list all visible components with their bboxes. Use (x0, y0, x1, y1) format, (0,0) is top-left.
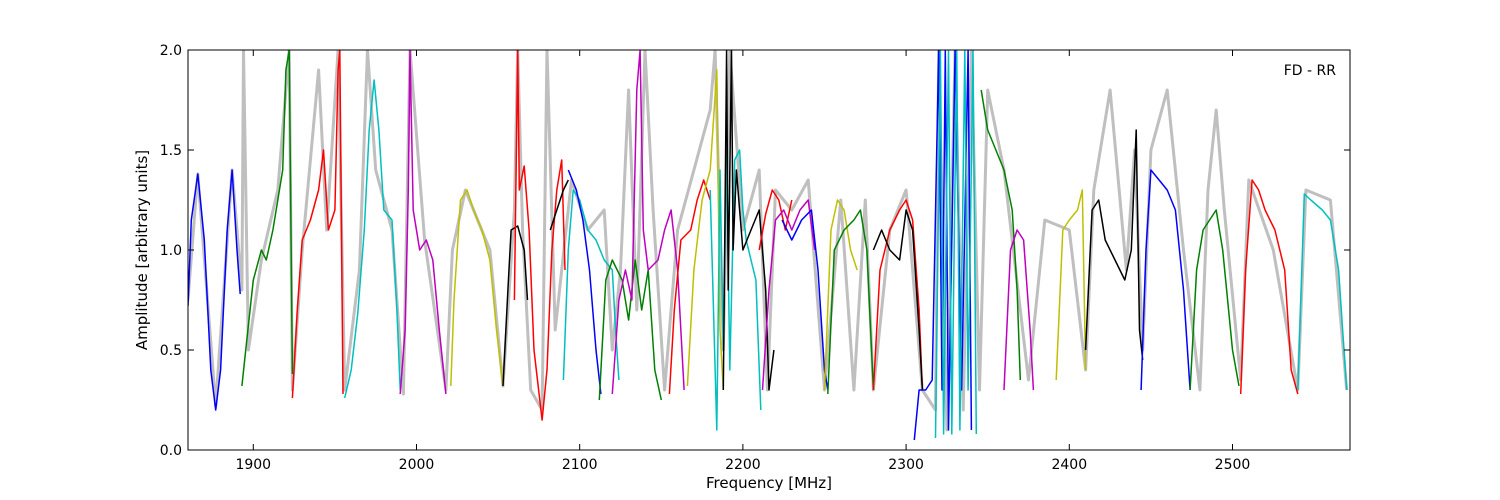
x-tick-label: 2100 (562, 457, 598, 473)
x-axis-label: Frequency [MHz] (706, 474, 832, 492)
series-line-15 (709, 149, 762, 431)
y-tick-label: 2.0 (160, 43, 182, 59)
series-line-0 (188, 169, 241, 411)
x-tick-label: 1900 (235, 457, 271, 473)
series-line-29 (1084, 129, 1144, 361)
plot-area (187, 49, 1351, 451)
series-line-23 (872, 209, 924, 391)
series-line-9 (562, 189, 620, 381)
series-line-6 (502, 225, 529, 387)
ticks-layer: 1900 2000 2100 2200 2300 2400 2500 0.0 0.5 1.0 1.5… (160, 43, 1350, 473)
series-line-28 (1055, 189, 1087, 381)
series-line-30 (1140, 169, 1191, 391)
x-tick-label: 2000 (399, 457, 435, 473)
series-line-3 (343, 79, 401, 399)
chart-annotation: FD - RR (1284, 63, 1337, 79)
series-line-20 (823, 199, 858, 391)
series-layer (188, 50, 1349, 441)
series-line-8 (549, 179, 569, 231)
series-line-22 (872, 199, 924, 391)
series-line-13 (668, 179, 711, 395)
series-line-1 (241, 50, 294, 387)
series-line-21 (827, 209, 875, 395)
y-tick-label: 0.5 (160, 343, 182, 359)
background-trace (188, 50, 1349, 432)
series-line-10 (567, 169, 602, 395)
series-line-4 (399, 50, 447, 395)
x-tick-label: 2500 (1215, 457, 1251, 473)
series-line-12 (611, 50, 685, 395)
series-line-2 (291, 50, 344, 399)
series-line-26 (980, 89, 1022, 381)
series-line-27 (1003, 229, 1035, 391)
series-line-32 (1239, 179, 1299, 395)
series-line-16 (722, 50, 775, 391)
y-tick-label: 0.0 (160, 443, 182, 459)
y-axis-label: Amplitude [arbitrary units] (133, 150, 151, 350)
x-tick-label: 2200 (725, 457, 761, 473)
series-line-7 (513, 50, 566, 421)
x-tick-label: 2400 (1051, 457, 1087, 473)
y-tick-label: 1.0 (160, 243, 182, 259)
series-line-5 (450, 189, 504, 387)
x-tick-label: 2300 (888, 457, 924, 473)
series-line-17 (758, 189, 793, 251)
series-line-25 (934, 50, 978, 439)
y-tick-label: 1.5 (160, 143, 182, 159)
series-line-18 (761, 199, 816, 391)
series-line-14 (686, 69, 725, 391)
series-line-24 (913, 50, 973, 441)
series-line-19 (781, 209, 829, 391)
series-line-31 (1189, 209, 1240, 391)
series-line-33 (1297, 193, 1348, 391)
